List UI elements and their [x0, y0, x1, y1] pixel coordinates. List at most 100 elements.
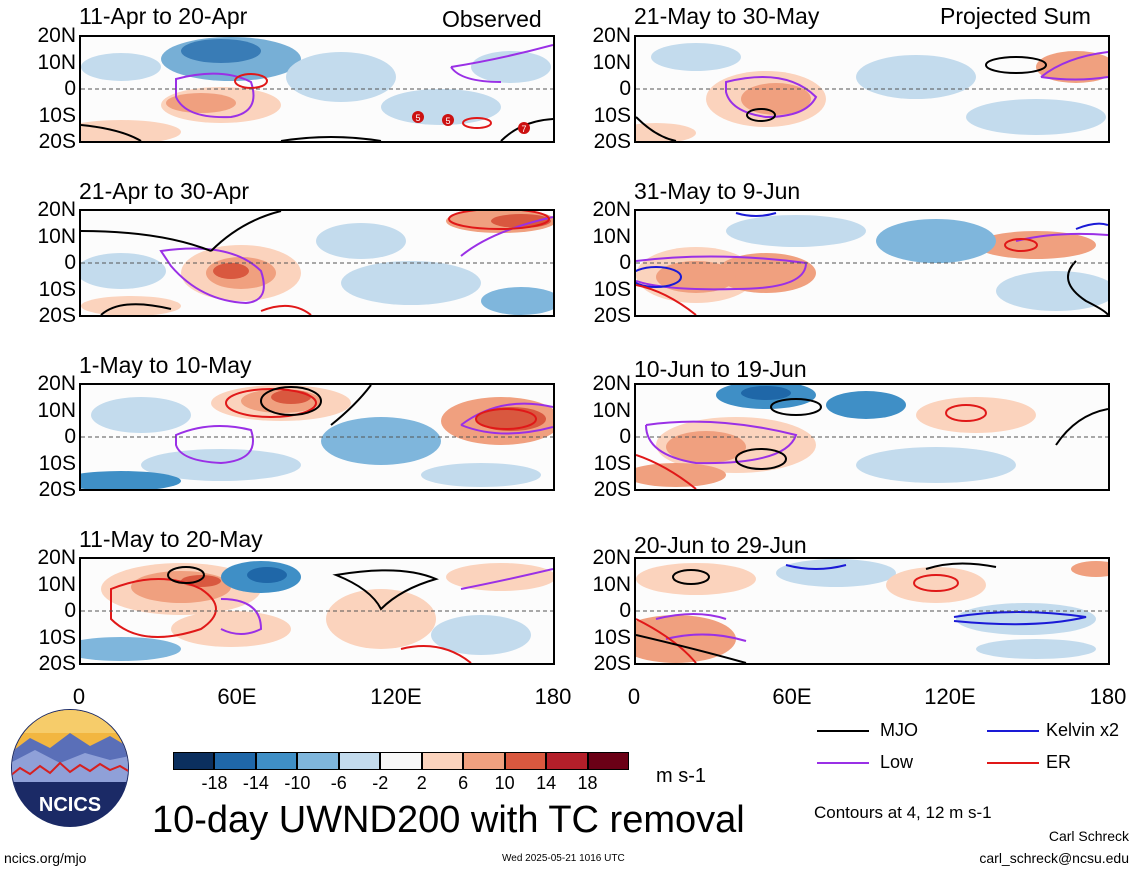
lat-label: 10S	[38, 451, 76, 475]
footer-url[interactable]: ncics.org/mjo	[4, 850, 87, 866]
map-panel-4	[79, 557, 555, 665]
logo-text: NCICS	[39, 794, 101, 816]
legend-label-mjo: MJO	[880, 720, 918, 740]
lat-label: 20N	[592, 372, 631, 395]
footer-email[interactable]: carl_schreck@ncsu.edu	[979, 850, 1129, 866]
colorbar-label: 2	[416, 773, 427, 793]
lon-label-0-right: 0	[627, 684, 641, 709]
lon-label-180-left: 180	[534, 684, 572, 709]
panel-title-5: 21-May to 30-May	[634, 3, 820, 29]
lat-label: 0	[64, 77, 76, 100]
colorbar-swatch	[297, 752, 339, 770]
colorbar-swatch	[463, 752, 505, 770]
colorbar-label: 6	[458, 773, 469, 793]
panel-title-6: 31-May to 9-Jun	[634, 178, 801, 204]
panel-title-7: 10-Jun to 19-Jun	[634, 356, 807, 382]
colorbar-swatch	[214, 752, 256, 770]
lat-label: 0	[64, 251, 76, 274]
lat-label: 20N	[592, 24, 631, 47]
colorbar-swatch	[587, 752, 629, 770]
projected-header: Projected Sum	[940, 3, 1091, 29]
colorbar-label: -18	[201, 773, 228, 793]
lat-label: 20N	[592, 546, 631, 569]
lat-label: 10S	[593, 277, 631, 301]
lat-label: 20N	[37, 546, 76, 569]
legend-swatch-er	[987, 762, 1039, 764]
lat-label: 10S	[38, 103, 76, 127]
panel-title-1: 11-Apr to 20-Apr	[79, 3, 248, 29]
lat-label: 0	[619, 251, 631, 274]
colorbar-label: -14	[242, 773, 269, 793]
lat-label: 0	[619, 77, 631, 100]
tc-marker-1: 5	[415, 113, 420, 123]
tc-marker-2: 5	[445, 116, 450, 126]
lon-label-0-left: 0	[72, 684, 86, 709]
lat-label: 10N	[592, 50, 631, 74]
map-panel-8	[634, 557, 1110, 665]
lat-label: 20S	[593, 130, 631, 153]
contours-note: Contours at 4, 12 m s-1	[814, 803, 992, 822]
lat-label: 10N	[592, 572, 631, 596]
panel-title-4: 11-May to 20-May	[79, 526, 263, 552]
colorbar-label: -10	[284, 773, 311, 793]
lat-label: 10S	[593, 625, 631, 649]
observed-header: Observed	[442, 6, 542, 32]
lat-label: 20S	[593, 304, 631, 327]
colorbar-label: 10	[494, 773, 515, 793]
lon-label-60e-right: 60E	[772, 684, 812, 709]
legend-label-er: ER	[1046, 752, 1072, 772]
map-panel-7	[634, 383, 1110, 491]
lat-label: 20N	[37, 372, 76, 395]
ncics-logo: NCICS	[10, 708, 130, 828]
panel-title-8: 20-Jun to 29-Jun	[634, 532, 807, 558]
colorbar-label: -6	[330, 773, 347, 793]
lat-label: 10S	[38, 625, 76, 649]
map-panel-1: 5 5 7	[79, 35, 555, 143]
lat-label: 10S	[593, 103, 631, 127]
map-panel-2	[79, 209, 555, 317]
colorbar-swatch	[380, 752, 422, 770]
tc-markers: 5 5 7	[412, 111, 530, 134]
colorbar-label: -2	[372, 773, 389, 793]
lat-label: 20N	[37, 24, 76, 47]
legend-swatch-kelvin	[987, 730, 1039, 732]
lat-label: 10N	[37, 224, 76, 248]
panel-title-3: 1-May to 10-May	[79, 352, 252, 378]
colorbar-swatch	[255, 752, 298, 770]
tc-marker-3: 7	[521, 124, 526, 134]
lat-label: 10N	[37, 398, 76, 422]
lat-label: 20S	[38, 652, 76, 675]
legend-label-low: Low	[880, 752, 914, 772]
lon-label-180-right: 180	[1089, 684, 1127, 709]
colorbar-swatch	[546, 752, 588, 770]
lat-label: 0	[619, 425, 631, 448]
lon-label-120e-left: 120E	[370, 684, 422, 709]
colorbar-swatch	[421, 752, 464, 770]
map-panel-6	[634, 209, 1110, 317]
lon-label-120e-right: 120E	[924, 684, 976, 709]
main-title: 10-day UWND200 with TC removal	[152, 799, 745, 841]
colorbar-swatch	[504, 752, 547, 770]
lat-label: 20S	[593, 478, 631, 501]
map-panel-3	[79, 383, 555, 491]
colorbar	[173, 752, 629, 772]
lat-label: 10N	[592, 398, 631, 422]
lat-label: 20S	[593, 652, 631, 675]
map-panel-5	[634, 35, 1110, 143]
colorbar-label: 18	[577, 773, 598, 793]
lat-label: 20S	[38, 478, 76, 501]
colorbar-swatch	[173, 752, 215, 770]
footer-author: Carl Schreck	[1048, 828, 1129, 844]
colorbar-swatch	[338, 752, 381, 770]
lat-label: 10S	[593, 451, 631, 475]
lat-label: 0	[64, 425, 76, 448]
lat-label: 10N	[37, 572, 76, 596]
lat-label: 10N	[37, 50, 76, 74]
legend-swatch-low	[817, 762, 869, 764]
lat-label: 10S	[38, 277, 76, 301]
lat-label: 0	[64, 599, 76, 622]
lat-label: 10N	[592, 224, 631, 248]
colorbar-units: m s-1	[656, 765, 706, 787]
lat-label: 20N	[37, 198, 76, 221]
colorbar-label: 14	[536, 773, 557, 793]
